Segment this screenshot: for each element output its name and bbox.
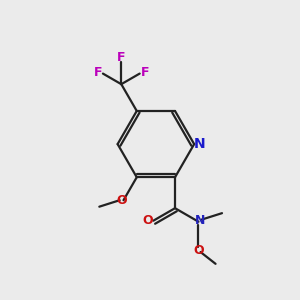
Text: N: N	[195, 214, 205, 227]
Text: F: F	[140, 66, 149, 79]
Text: N: N	[194, 137, 205, 151]
Text: O: O	[193, 244, 204, 257]
Text: F: F	[117, 52, 125, 64]
Text: F: F	[94, 66, 102, 79]
Text: O: O	[117, 194, 127, 207]
Text: O: O	[143, 214, 153, 227]
